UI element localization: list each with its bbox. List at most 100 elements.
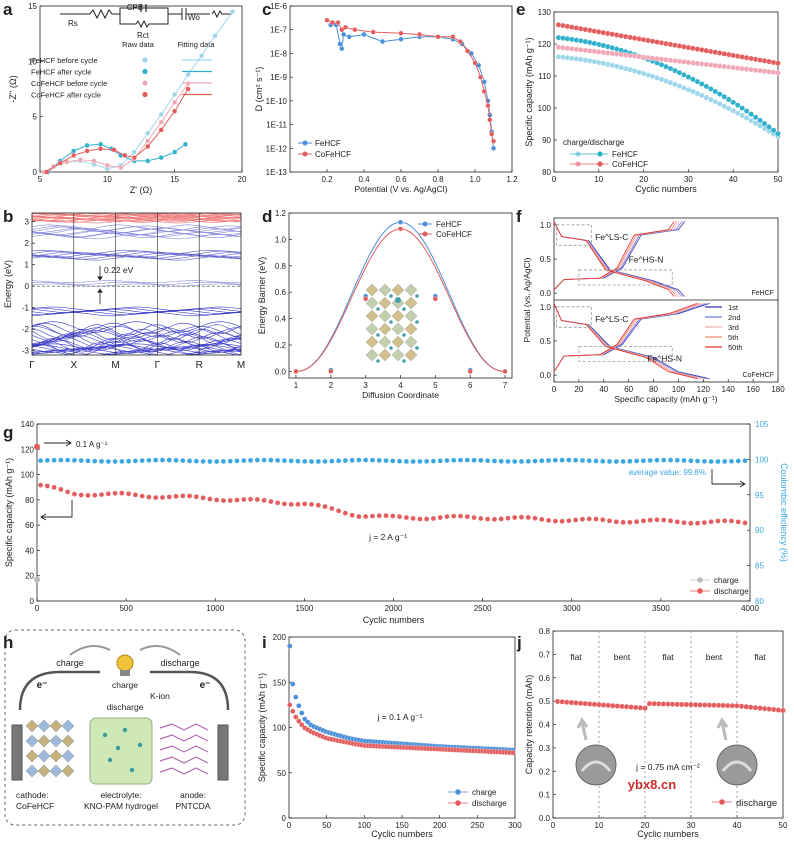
efficiency-point	[559, 457, 565, 463]
axes-frame	[36, 423, 751, 602]
discharge-point	[241, 496, 247, 503]
k-point-label: R	[196, 360, 203, 371]
y-tick-label: 0.4	[539, 721, 551, 730]
charge-arrow	[69, 645, 111, 656]
data-point	[605, 61, 611, 68]
data-point	[734, 703, 740, 709]
discharge-point	[457, 513, 464, 519]
discharge-label: discharge	[160, 658, 199, 668]
data-point	[290, 681, 296, 687]
octahedron	[391, 348, 405, 362]
x-tick-label: 140	[722, 385, 736, 394]
data-point	[613, 32, 620, 38]
efficiency-point	[261, 457, 267, 463]
efficiency-point	[369, 457, 376, 463]
discharge-curve	[553, 303, 707, 379]
data-point	[685, 74, 692, 80]
y-tick-label: 1.0	[540, 221, 552, 230]
photo-arrow	[716, 717, 729, 741]
y-axis-title: Energy (eV)	[3, 260, 13, 308]
x-tick-label: 200	[433, 821, 447, 830]
data-point	[352, 27, 358, 33]
x-tick-label: 60	[624, 385, 633, 394]
segment-label: flat	[570, 652, 582, 662]
cathode-crystal	[37, 734, 51, 748]
data-point	[703, 83, 710, 90]
data-point	[432, 296, 438, 302]
y-tick-label: -3	[22, 347, 30, 356]
efficiency-point	[146, 457, 152, 464]
flat-device-photo	[575, 744, 617, 786]
y-tick-label: 0.2	[539, 767, 551, 776]
inner-charge-label: charge	[112, 680, 138, 690]
cathode-name: CoFeHCF	[16, 801, 54, 811]
data-point	[739, 54, 745, 60]
data-point	[688, 701, 694, 708]
data-point	[725, 51, 732, 58]
y-axis-title: Specific capacity (mAh g⁻¹)	[257, 673, 267, 782]
data-point	[669, 701, 676, 707]
discharge-point	[498, 516, 504, 522]
x-axis-title: Z' (Ω)	[130, 185, 152, 195]
cathode-crystal	[37, 764, 51, 778]
cathode-crystal	[25, 764, 39, 778]
efficiency-point	[573, 457, 579, 463]
discharge-point	[674, 519, 680, 525]
x-tick-label: 7	[503, 381, 508, 390]
cathode-crystal	[61, 719, 75, 733]
efficiency-point	[654, 457, 660, 463]
x-tick-label: 30	[684, 175, 693, 184]
external-circuit	[18, 670, 230, 711]
x-tick-label: 0.6	[395, 175, 407, 184]
efficiency-point	[356, 457, 362, 463]
discharge-point	[376, 513, 382, 519]
discharge-point	[153, 494, 159, 501]
x-axis-title: Cyclic numbers	[637, 829, 699, 839]
data-point	[158, 119, 164, 125]
y-tick-label: 100	[755, 455, 769, 464]
efficiency-point	[735, 458, 741, 464]
efficiency-point	[484, 458, 491, 464]
discharge-point	[322, 503, 328, 510]
efficiency-point	[207, 458, 213, 465]
efficiency-point	[322, 458, 328, 465]
y-tick-label: 1.2	[275, 209, 287, 218]
y-tick-label: 100	[21, 471, 35, 480]
data-point	[578, 25, 584, 32]
ion	[376, 307, 380, 311]
y-tick-label: 5	[33, 113, 38, 122]
data-point	[587, 58, 593, 64]
discharge-point	[132, 492, 139, 498]
data-point	[341, 31, 347, 38]
ion	[389, 294, 393, 298]
data-point	[564, 23, 571, 30]
data-point	[596, 29, 602, 35]
data-point	[651, 700, 657, 707]
band-line	[32, 281, 241, 285]
data-point	[600, 29, 607, 36]
y-tick-label: 200	[273, 633, 287, 642]
y-tick-label: 1E-7	[270, 26, 287, 35]
data-point	[172, 99, 178, 105]
cathode-crystal	[49, 734, 63, 748]
data-point	[98, 146, 104, 152]
discharge-point	[71, 491, 78, 497]
discharge-point	[349, 512, 355, 518]
octahedron	[365, 296, 379, 310]
band-line	[32, 229, 241, 235]
discharge-point	[715, 518, 721, 524]
cathode-label: cathode:	[16, 790, 49, 800]
data-point	[568, 699, 575, 706]
efficiency-point	[92, 458, 98, 464]
legend-marker	[142, 91, 148, 98]
legend-marker	[422, 221, 428, 227]
y-tick-label: 0.5	[539, 697, 551, 706]
x-tick-label: 15	[170, 175, 179, 184]
efficiency-point	[539, 458, 545, 464]
data-point	[708, 96, 714, 103]
band-line	[32, 347, 241, 354]
discharge-point	[606, 518, 613, 524]
efficiency-point	[464, 457, 470, 463]
band-line	[32, 283, 241, 287]
